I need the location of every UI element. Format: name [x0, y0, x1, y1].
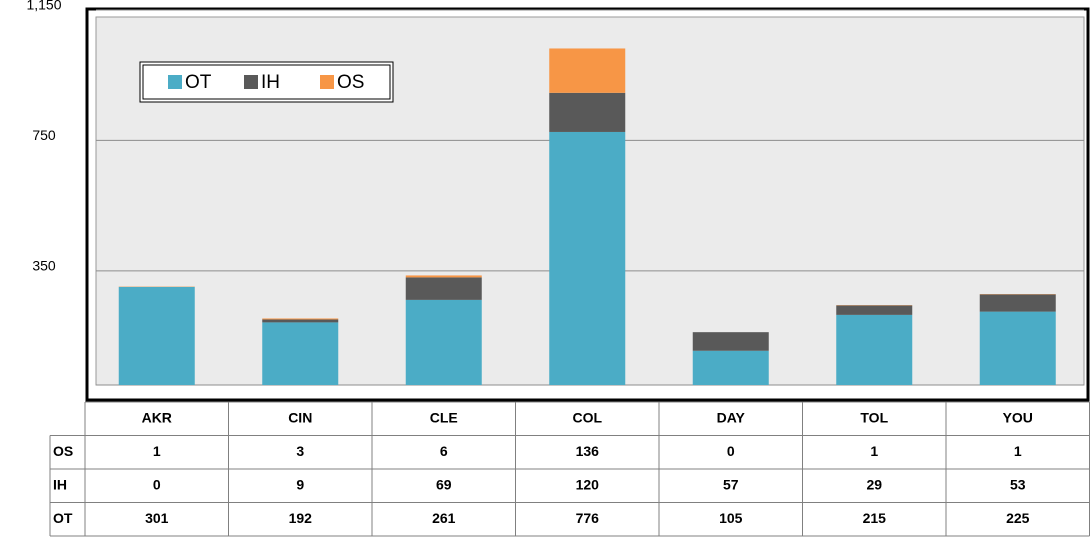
legend-box [139, 61, 394, 103]
table-cell: 105 [719, 510, 743, 526]
table-cell: 776 [576, 510, 600, 526]
bar-segment [405, 275, 482, 278]
y-tick-label: 1,150 [26, 0, 61, 13]
table-cell: 0 [727, 443, 735, 459]
table-cell: 1 [1014, 443, 1022, 459]
y-tick-label: 350 [32, 258, 56, 274]
bar-segment [549, 92, 626, 132]
x-tick-label: DAY [717, 409, 746, 425]
table-cell: 192 [289, 510, 313, 526]
table-cell: 136 [576, 443, 600, 459]
bar-segment [979, 311, 1056, 385]
legend-swatch [168, 75, 182, 89]
table-cell: 1 [870, 443, 878, 459]
table-cell: 120 [576, 476, 600, 492]
bar-segment [549, 131, 626, 385]
table-cell: 1 [153, 443, 161, 459]
x-tick-label: YOU [1003, 409, 1033, 425]
table-cell: 9 [296, 476, 304, 492]
bar-segment [549, 48, 626, 93]
table-cell: 3 [296, 443, 304, 459]
legend-label: OS [337, 72, 364, 93]
legend-box-inner [142, 64, 391, 100]
table-cell: 301 [145, 510, 169, 526]
table-cell: 215 [863, 510, 887, 526]
bar-segment [405, 299, 482, 385]
bar-segment [692, 350, 769, 385]
table-row-label: OT [53, 510, 73, 526]
table-cell: 69 [436, 476, 452, 492]
legend-label: OT [185, 72, 212, 93]
bar-segment [836, 305, 913, 315]
table-cell: 225 [1006, 510, 1030, 526]
table-cell: 261 [432, 510, 456, 526]
bar-segment [262, 319, 339, 323]
legend-swatch [320, 75, 334, 89]
table-cell: 0 [153, 476, 161, 492]
table-cell: 29 [866, 476, 882, 492]
x-tick-label: AKR [142, 409, 172, 425]
bar-segment [692, 332, 769, 351]
table-cell: 57 [723, 476, 739, 492]
x-tick-label: TOL [860, 409, 888, 425]
table-row-label: OS [53, 443, 73, 459]
bar-segment [118, 286, 195, 385]
table-cell: 6 [440, 443, 448, 459]
y-tick-label: 750 [32, 127, 56, 143]
bar-segment [836, 314, 913, 385]
x-tick-label: CIN [288, 409, 312, 425]
legend-label: IH [261, 72, 280, 93]
x-tick-label: COL [572, 409, 602, 425]
bar-segment [979, 294, 1056, 312]
table-row-label: IH [53, 476, 67, 492]
bar-segment [262, 322, 339, 385]
bar-segment [262, 318, 339, 320]
legend-swatch [244, 75, 258, 89]
x-tick-label: CLE [430, 409, 458, 425]
bar-segment [405, 277, 482, 300]
table-cell: 53 [1010, 476, 1026, 492]
